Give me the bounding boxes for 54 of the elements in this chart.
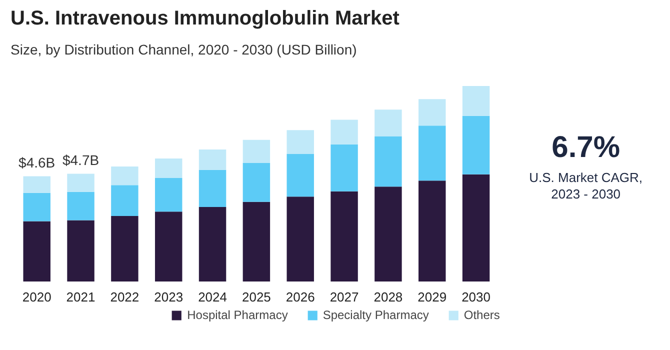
bar — [154, 158, 182, 178]
bar — [330, 191, 358, 282]
bar — [418, 99, 446, 126]
bar — [23, 192, 50, 222]
bar — [242, 140, 270, 163]
bar — [286, 130, 314, 154]
x-tick-label: 2028 — [374, 289, 403, 304]
bar — [418, 126, 446, 181]
x-tick-label: 2029 — [418, 289, 447, 304]
annotation: $4.7B — [62, 152, 100, 168]
x-tick-label: 2020 — [22, 289, 52, 304]
bar — [154, 212, 182, 282]
bar — [374, 136, 402, 187]
bar — [23, 176, 50, 193]
chart-subtitle: Size, by Distribution Channel, 2020 - 2030 (USD Billion) — [10, 42, 357, 58]
bar — [198, 150, 226, 170]
bar — [198, 170, 226, 207]
x-tick-label: 2021 — [66, 289, 96, 304]
annotation: $4.6B — [18, 154, 56, 170]
bar — [374, 186, 402, 282]
bar — [111, 185, 138, 216]
bar — [418, 180, 446, 282]
bar — [286, 196, 314, 282]
x-tick-label: 2022 — [110, 289, 140, 304]
bar — [286, 154, 314, 197]
bar — [67, 174, 94, 192]
bar — [111, 216, 138, 282]
bar — [374, 110, 402, 136]
bar — [67, 220, 94, 282]
bar — [330, 120, 358, 144]
x-tick-label: 2026 — [286, 289, 315, 304]
x-tick-label: 2025 — [242, 289, 271, 304]
bar — [462, 86, 490, 116]
x-tick-label: 2023 — [154, 289, 184, 304]
bar — [242, 202, 270, 282]
bar — [242, 163, 270, 202]
legend-label: Hospital Pharmacy — [187, 308, 288, 322]
bar — [330, 144, 358, 192]
legend-label: Specialty Pharmacy — [322, 308, 429, 322]
bar — [111, 166, 138, 186]
bar — [198, 206, 226, 282]
text: U.S. Market CAGR, — [529, 170, 643, 186]
x-tick-label: 2027 — [330, 289, 359, 304]
bar — [23, 221, 50, 282]
legend-label: Others — [464, 308, 500, 322]
text: 2023 - 2030 — [551, 186, 621, 202]
bar — [154, 178, 182, 212]
chart-title: U.S. Intravenous Immunoglobulin Market — [10, 8, 400, 30]
bar — [462, 174, 490, 282]
bar — [67, 192, 94, 220]
text: 6.7% — [552, 131, 620, 164]
x-tick-label: 2030 — [462, 289, 490, 304]
x-tick-label: 2024 — [198, 289, 227, 304]
bar — [462, 116, 490, 174]
